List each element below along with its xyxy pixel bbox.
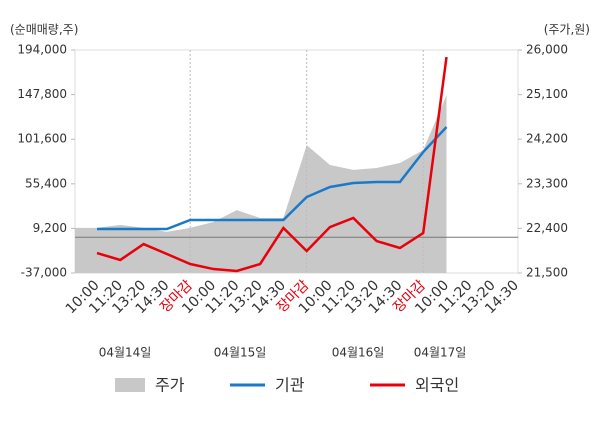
series-line [97,126,448,231]
legend-swatch [115,378,145,392]
day-label: 04월16일 [332,346,385,360]
day-label: 04월14일 [99,346,152,360]
y2-tick-label: 22,400 [526,221,568,235]
day-label: 04월17일 [414,346,467,360]
y2-tick-label: 21,500 [526,266,568,280]
legend-label: 기관 [275,376,305,395]
y-tick-label: 55,400 [25,176,67,190]
y-tick-label: -37,000 [21,266,67,280]
price-area [75,95,447,274]
y2-tick-label: 23,300 [526,176,568,190]
y2-axis-label: (주가,원) [544,23,590,37]
y2-tick-label: 26,000 [526,43,568,57]
day-label: 04월15일 [214,346,267,360]
y2-tick-label: 24,200 [526,132,568,146]
y2-tick-label: 25,100 [526,87,568,101]
legend-label: 주가 [155,376,185,395]
legend-label: 외국인 [415,376,459,395]
y-tick-label: 101,600 [17,132,67,146]
y-tick-label: 147,800 [17,87,67,101]
y-tick-label: 194,000 [17,43,67,57]
series-line [96,56,448,273]
y-tick-label: 9,200 [33,221,67,235]
y-axis-label: (순매매량,주) [10,23,78,37]
